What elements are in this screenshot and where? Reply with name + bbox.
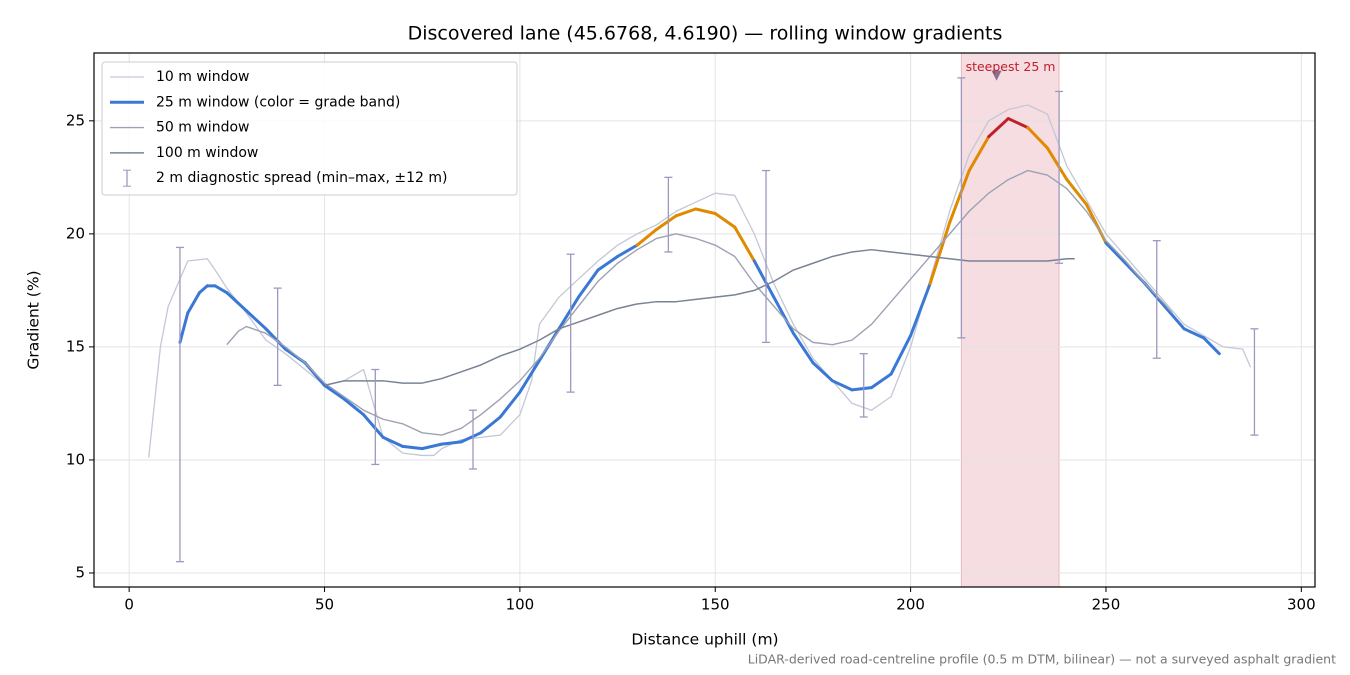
line-segment — [213, 284, 229, 295]
line-segment — [420, 442, 444, 451]
line-segment — [928, 221, 952, 286]
line-segment — [616, 243, 639, 258]
x-tick-label: 0 — [124, 596, 134, 614]
line-segment — [557, 295, 580, 331]
x-tick-label: 300 — [1287, 596, 1316, 614]
line-segment — [870, 372, 893, 390]
legend-label: 10 m window — [156, 69, 249, 85]
line-segment — [967, 135, 991, 173]
x-tick-label: 50 — [315, 596, 334, 614]
line-segment — [381, 435, 405, 448]
line-segment — [635, 227, 659, 247]
legend-label: 25 m window (color = grade band) — [156, 94, 400, 110]
line-segment — [596, 254, 620, 272]
x-tick-label: 150 — [701, 596, 730, 614]
y-tick-label: 15 — [66, 337, 85, 355]
chart-title: Discovered lane (45.6768, 4.6190) — roll… — [408, 23, 1003, 45]
line-segment — [178, 311, 190, 344]
line-segment — [1026, 126, 1049, 150]
line-segment — [186, 291, 201, 315]
line-segment — [752, 259, 776, 299]
line-segment — [733, 225, 756, 263]
line-segment — [694, 207, 717, 216]
line-segment — [576, 268, 600, 299]
line-segment — [889, 334, 913, 376]
line-segment — [197, 284, 209, 295]
line-segment — [1006, 117, 1030, 130]
line-segment — [264, 327, 287, 351]
annotation-text: steepest 25 m — [966, 59, 1056, 74]
line-segment — [772, 295, 795, 335]
legend-label: 50 m window — [156, 120, 249, 136]
line-segment — [1065, 178, 1088, 206]
x-tick-label: 200 — [896, 596, 925, 614]
legend-box — [101, 61, 518, 196]
legend-label: 100 m window — [156, 145, 258, 161]
highlight-span — [961, 53, 1060, 587]
line-segment — [362, 413, 385, 439]
y-axis-label: Gradient (%) — [25, 270, 43, 369]
line-segment — [811, 361, 834, 383]
line-segment — [948, 169, 971, 225]
line-segment — [1163, 304, 1186, 331]
line-segment — [518, 358, 541, 394]
footnote: LiDAR-derived road-centreline profile (0… — [748, 652, 1336, 667]
x-axis-label: Distance uphill (m) — [631, 631, 778, 649]
line-segment — [674, 207, 698, 218]
line-segment — [498, 390, 522, 419]
legend-label: 2 m diagnostic spread (min–max, ±12 m) — [156, 170, 447, 186]
line-segment — [225, 291, 248, 313]
line-segment — [342, 397, 366, 417]
line-segment — [1104, 241, 1128, 265]
line — [148, 104, 1252, 458]
plot-frame — [93, 52, 1316, 588]
y-tick-label: 10 — [66, 450, 85, 468]
line-segment — [479, 415, 502, 435]
annotation-marker — [991, 70, 1002, 81]
line-segment — [459, 431, 483, 444]
line-segment — [987, 117, 1010, 139]
line-segment — [1045, 146, 1069, 182]
line-segment — [323, 383, 346, 401]
line — [324, 248, 1075, 387]
legend: 10 m window 25 m window (color = grade ba… — [101, 61, 518, 196]
line-segment — [1182, 327, 1206, 340]
y-tick-label: 25 — [66, 111, 85, 129]
y-tick-label: 5 — [75, 563, 85, 581]
line-segment — [850, 386, 874, 392]
x-tick-label: 250 — [1092, 596, 1121, 614]
line-segment — [791, 331, 815, 365]
line-segment — [440, 440, 463, 446]
line-segment — [830, 379, 854, 392]
x-tick-label: 100 — [506, 596, 535, 614]
line — [226, 169, 1173, 436]
line-segment — [401, 444, 424, 451]
line-segment — [713, 212, 737, 229]
line-segment — [244, 309, 268, 331]
line-segment — [655, 214, 678, 231]
line-segment — [909, 282, 932, 338]
line-segment — [1202, 336, 1221, 356]
y-tick-label: 20 — [66, 224, 85, 242]
